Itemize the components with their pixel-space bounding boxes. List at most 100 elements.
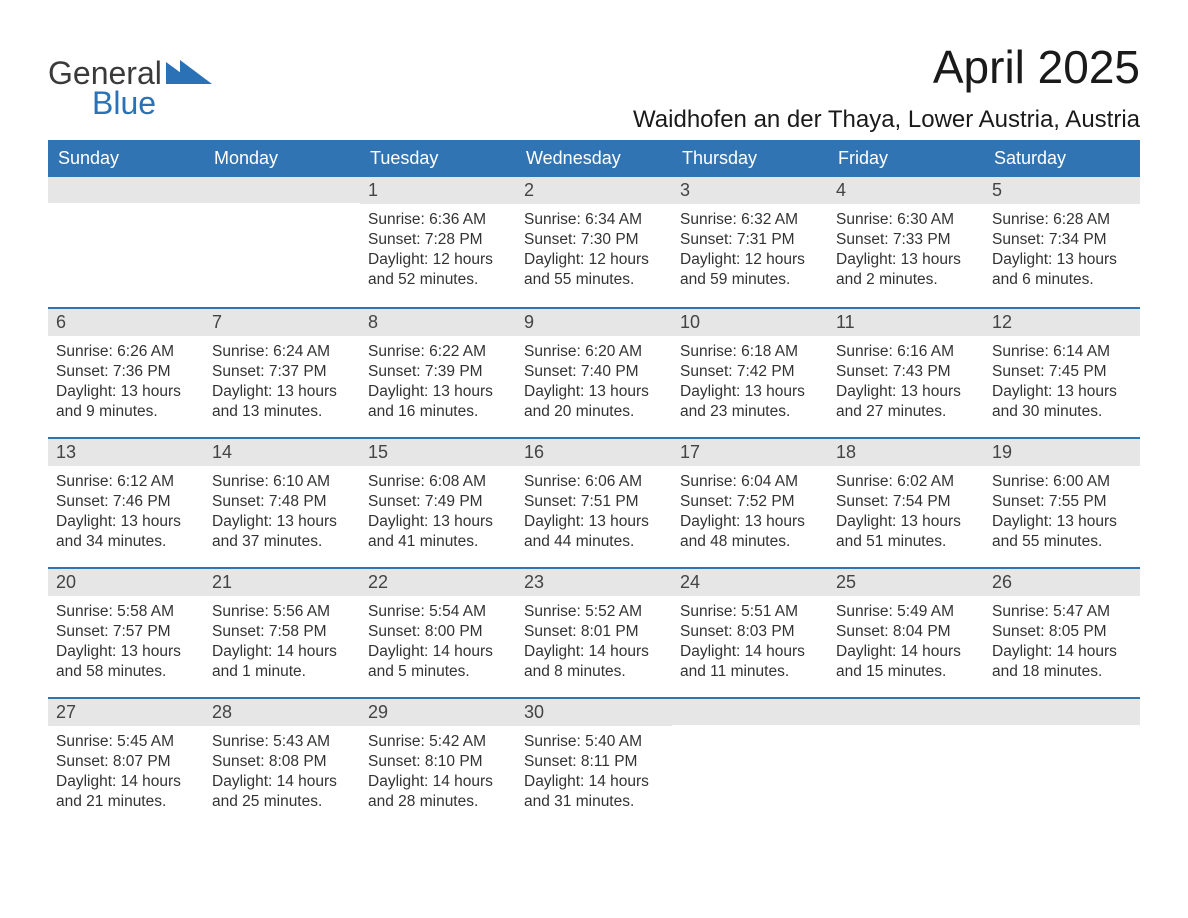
day-details: Sunrise: 5:45 AMSunset: 8:07 PMDaylight:… — [48, 732, 204, 821]
sunset-line: Sunset: 7:36 PM — [56, 362, 196, 382]
day-details: Sunrise: 6:34 AMSunset: 7:30 PMDaylight:… — [516, 210, 672, 299]
sunset-line: Sunset: 8:10 PM — [368, 752, 508, 772]
day-cell — [204, 177, 360, 307]
day-cell: 3Sunrise: 6:32 AMSunset: 7:31 PMDaylight… — [672, 177, 828, 307]
sunrise-line: Sunrise: 6:16 AM — [836, 342, 976, 362]
page-title: April 2025 — [633, 40, 1140, 94]
day-details: Sunrise: 5:56 AMSunset: 7:58 PMDaylight:… — [204, 602, 360, 691]
daylight-line: Daylight: 14 hours and 25 minutes. — [212, 772, 352, 812]
sunrise-line: Sunrise: 6:30 AM — [836, 210, 976, 230]
sunrise-line: Sunrise: 5:54 AM — [368, 602, 508, 622]
daylight-line: Daylight: 14 hours and 1 minute. — [212, 642, 352, 682]
calendar: SundayMondayTuesdayWednesdayThursdayFrid… — [48, 140, 1140, 827]
day-details: Sunrise: 6:10 AMSunset: 7:48 PMDaylight:… — [204, 472, 360, 561]
sunset-line: Sunset: 7:39 PM — [368, 362, 508, 382]
day-details: Sunrise: 6:04 AMSunset: 7:52 PMDaylight:… — [672, 472, 828, 561]
daylight-line: Daylight: 13 hours and 2 minutes. — [836, 250, 976, 290]
daylight-line: Daylight: 13 hours and 51 minutes. — [836, 512, 976, 552]
sunrise-line: Sunrise: 6:22 AM — [368, 342, 508, 362]
sunset-line: Sunset: 7:54 PM — [836, 492, 976, 512]
day-cell: 13Sunrise: 6:12 AMSunset: 7:46 PMDayligh… — [48, 439, 204, 567]
sunrise-line: Sunrise: 6:12 AM — [56, 472, 196, 492]
sunset-line: Sunset: 7:37 PM — [212, 362, 352, 382]
day-number: 15 — [360, 439, 516, 466]
day-cell: 6Sunrise: 6:26 AMSunset: 7:36 PMDaylight… — [48, 309, 204, 437]
daylight-line: Daylight: 14 hours and 31 minutes. — [524, 772, 664, 812]
day-number: 29 — [360, 699, 516, 726]
daylight-line: Daylight: 13 hours and 55 minutes. — [992, 512, 1132, 552]
sunrise-line: Sunrise: 5:51 AM — [680, 602, 820, 622]
day-cell — [48, 177, 204, 307]
day-details: Sunrise: 6:14 AMSunset: 7:45 PMDaylight:… — [984, 342, 1140, 431]
day-cell: 23 Sunrise: 5:52 AMSunset: 8:01 PMDayligh… — [516, 569, 672, 697]
day-cell: 12Sunrise: 6:14 AMSunset: 7:45 PMDayligh… — [984, 309, 1140, 437]
sunset-line: Sunset: 8:04 PM — [836, 622, 976, 642]
sunrise-line: Sunrise: 5:49 AM — [836, 602, 976, 622]
daylight-line: Daylight: 13 hours and 48 minutes. — [680, 512, 820, 552]
day-cell: 28Sunrise: 5:43 AMSunset: 8:08 PMDayligh… — [204, 699, 360, 827]
day-cell: 30Sunrise: 5:40 AMSunset: 8:11 PMDayligh… — [516, 699, 672, 827]
day-number: 11 — [828, 309, 984, 336]
logo-word-general: General — [48, 58, 162, 88]
day-cell: 4Sunrise: 6:30 AMSunset: 7:33 PMDaylight… — [828, 177, 984, 307]
sunset-line: Sunset: 7:49 PM — [368, 492, 508, 512]
sunrise-line: Sunrise: 6:08 AM — [368, 472, 508, 492]
title-block: April 2025 Waidhofen an der Thaya, Lower… — [633, 40, 1140, 140]
day-number: 5 — [984, 177, 1140, 204]
day-number: 9 — [516, 309, 672, 336]
day-number: 14 — [204, 439, 360, 466]
sunrise-line: Sunrise: 6:02 AM — [836, 472, 976, 492]
daylight-line: Daylight: 13 hours and 23 minutes. — [680, 382, 820, 422]
calendar-week: 1Sunrise: 6:36 AMSunset: 7:28 PMDaylight… — [48, 177, 1140, 307]
daylight-line: Daylight: 13 hours and 6 minutes. — [992, 250, 1132, 290]
sunset-line: Sunset: 7:48 PM — [212, 492, 352, 512]
sunrise-line: Sunrise: 5:43 AM — [212, 732, 352, 752]
sunrise-line: Sunrise: 6:10 AM — [212, 472, 352, 492]
sunrise-line: Sunrise: 6:26 AM — [56, 342, 196, 362]
day-cell: 20Sunrise: 5:58 AMSunset: 7:57 PMDayligh… — [48, 569, 204, 697]
day-cell: 24Sunrise: 5:51 AMSunset: 8:03 PMDayligh… — [672, 569, 828, 697]
daylight-line: Daylight: 14 hours and 21 minutes. — [56, 772, 196, 812]
day-cell: 2Sunrise: 6:34 AMSunset: 7:30 PMDaylight… — [516, 177, 672, 307]
sunset-line: Sunset: 8:00 PM — [368, 622, 508, 642]
day-header: Sunday — [48, 140, 204, 177]
sunrise-line: Sunrise: 6:00 AM — [992, 472, 1132, 492]
day-number: 30 — [516, 699, 672, 726]
day-details: Sunrise: 6:36 AMSunset: 7:28 PMDaylight:… — [360, 210, 516, 299]
daylight-line: Daylight: 13 hours and 9 minutes. — [56, 382, 196, 422]
sunset-line: Sunset: 7:58 PM — [212, 622, 352, 642]
day-details: Sunrise: 6:22 AMSunset: 7:39 PMDaylight:… — [360, 342, 516, 431]
daylight-line: Daylight: 13 hours and 58 minutes. — [56, 642, 196, 682]
sunrise-line: Sunrise: 6:18 AM — [680, 342, 820, 362]
daylight-line: Daylight: 14 hours and 11 minutes. — [680, 642, 820, 682]
sunset-line: Sunset: 7:31 PM — [680, 230, 820, 250]
sunrise-line: Sunrise: 5:56 AM — [212, 602, 352, 622]
sunrise-line: Sunrise: 6:04 AM — [680, 472, 820, 492]
daylight-line: Daylight: 13 hours and 37 minutes. — [212, 512, 352, 552]
day-cell: 9 Sunrise: 6:20 AMSunset: 7:40 PMDaylight… — [516, 309, 672, 437]
sunrise-line: Sunrise: 5:42 AM — [368, 732, 508, 752]
calendar-weeks: 1Sunrise: 6:36 AMSunset: 7:28 PMDaylight… — [48, 177, 1140, 827]
day-cell: 18Sunrise: 6:02 AMSunset: 7:54 PMDayligh… — [828, 439, 984, 567]
daylight-line: Daylight: 12 hours and 52 minutes. — [368, 250, 508, 290]
day-cell: 14 Sunrise: 6:10 AMSunset: 7:48 PMDayligh… — [204, 439, 360, 567]
sunrise-line: Sunrise: 6:28 AM — [992, 210, 1132, 230]
day-details: Sunrise: 6:18 AMSunset: 7:42 PMDaylight:… — [672, 342, 828, 431]
day-cell: 11Sunrise: 6:16 AMSunset: 7:43 PMDayligh… — [828, 309, 984, 437]
sunset-line: Sunset: 7:40 PM — [524, 362, 664, 382]
daylight-line: Daylight: 14 hours and 18 minutes. — [992, 642, 1132, 682]
day-cell: 21Sunrise: 5:56 AMSunset: 7:58 PMDayligh… — [204, 569, 360, 697]
daylight-line: Daylight: 13 hours and 41 minutes. — [368, 512, 508, 552]
day-number — [48, 177, 204, 203]
sunrise-line: Sunrise: 6:14 AM — [992, 342, 1132, 362]
day-details: Sunrise: 5:52 AMSunset: 8:01 PMDaylight:… — [516, 602, 672, 691]
daylight-line: Daylight: 14 hours and 8 minutes. — [524, 642, 664, 682]
sunrise-line: Sunrise: 6:34 AM — [524, 210, 664, 230]
day-cell: 16Sunrise: 6:06 AMSunset: 7:51 PMDayligh… — [516, 439, 672, 567]
sunrise-line: Sunrise: 5:47 AM — [992, 602, 1132, 622]
day-cell: 8Sunrise: 6:22 AMSunset: 7:39 PMDaylight… — [360, 309, 516, 437]
day-details: Sunrise: 6:24 AMSunset: 7:37 PMDaylight:… — [204, 342, 360, 431]
day-number: 23 — [516, 569, 672, 596]
sunset-line: Sunset: 7:33 PM — [836, 230, 976, 250]
day-details: Sunrise: 6:20 AMSunset: 7:40 PMDaylight:… — [516, 342, 672, 431]
